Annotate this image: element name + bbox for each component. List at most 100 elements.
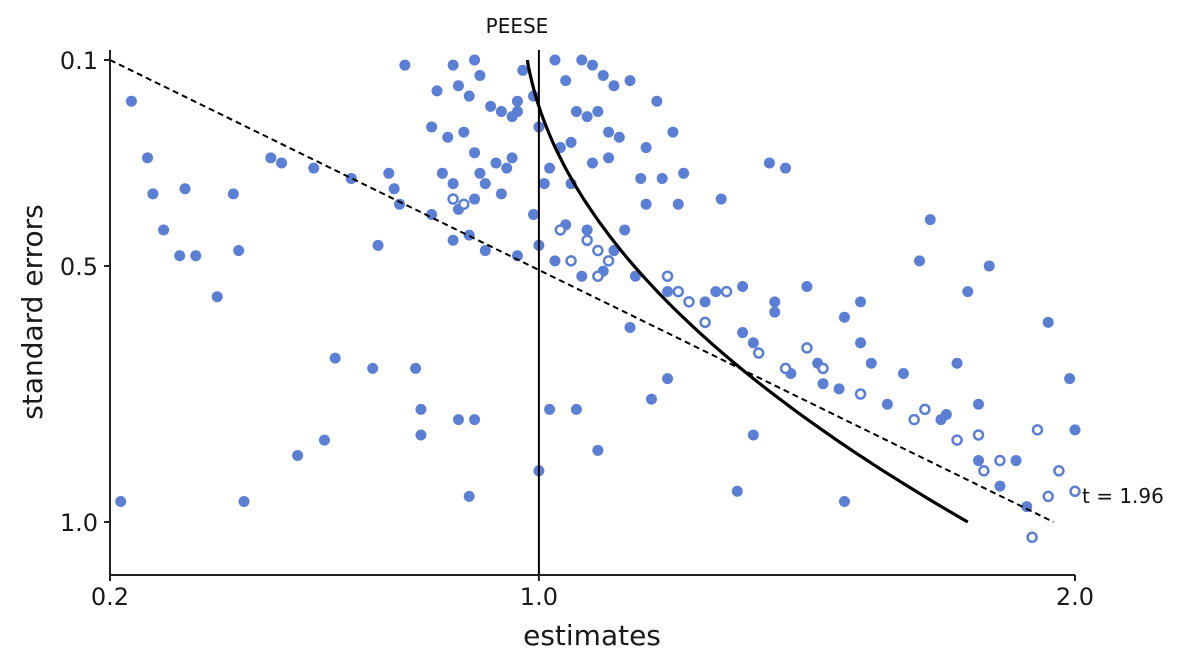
data-point — [613, 131, 625, 143]
data-point — [452, 414, 464, 426]
data-point — [587, 59, 598, 71]
data-point — [447, 234, 459, 246]
data-point — [544, 403, 556, 415]
data-point — [388, 183, 400, 195]
data-point — [924, 214, 936, 226]
hollow-point — [908, 413, 920, 426]
data-point — [490, 157, 502, 169]
hollow-point — [854, 388, 867, 400]
hollow-point — [801, 342, 813, 354]
peese-label: PEESE — [486, 14, 549, 38]
data-point — [629, 270, 641, 282]
data-point — [645, 393, 657, 405]
data-point — [587, 157, 598, 169]
data-point — [410, 362, 422, 374]
data-point — [801, 280, 813, 292]
data-point — [592, 106, 604, 117]
data-point — [463, 90, 475, 102]
data-point — [769, 296, 781, 308]
data-points — [115, 54, 1081, 544]
data-point — [710, 286, 722, 298]
data-point — [506, 152, 518, 164]
axes: 0.2 1.0 2.0 0.1 0.5 1.0 — [60, 47, 1094, 611]
data-point — [372, 239, 384, 251]
threshold-line — [109, 59, 1054, 523]
data-point — [415, 403, 427, 415]
x-tick-label: 0.2 — [91, 583, 129, 611]
data-point — [367, 362, 379, 374]
data-point — [731, 485, 743, 497]
data-point — [142, 152, 154, 164]
data-point — [158, 224, 170, 236]
data-point — [833, 383, 845, 395]
data-point — [640, 142, 652, 154]
data-point — [463, 490, 475, 502]
data-point — [292, 449, 304, 461]
hollow-point — [699, 316, 711, 329]
data-point — [973, 455, 984, 467]
hollow-point — [752, 347, 765, 359]
data-point — [973, 398, 984, 410]
data-point — [897, 368, 909, 380]
data-point — [656, 172, 668, 184]
hollow-point — [661, 270, 674, 282]
x-tick-label: 2.0 — [1056, 583, 1094, 611]
hollow-point — [994, 454, 1006, 467]
hollow-point — [1042, 490, 1054, 503]
data-point — [211, 291, 223, 303]
data-point — [763, 157, 775, 169]
data-point — [951, 357, 963, 369]
data-point — [265, 152, 277, 164]
data-point — [619, 224, 631, 236]
y-tick-label: 0.5 — [60, 253, 98, 281]
y-tick-label: 0.1 — [60, 47, 98, 75]
data-point — [570, 106, 582, 117]
hollow-point — [554, 224, 567, 236]
data-point — [506, 111, 518, 123]
data-point — [147, 188, 159, 200]
hollow-point — [951, 434, 963, 446]
data-point — [983, 260, 995, 272]
data-point — [329, 352, 341, 364]
x-axis-label: estimates — [523, 619, 661, 652]
data-point — [565, 136, 577, 148]
data-point — [603, 126, 615, 138]
x-tick-label: 1.0 — [520, 583, 558, 611]
data-point — [570, 403, 582, 415]
hollow-point — [447, 193, 459, 205]
hollow-point — [919, 403, 931, 416]
data-point — [581, 224, 593, 236]
hollow-point — [1026, 531, 1038, 544]
hollow-point — [978, 465, 990, 477]
data-point — [608, 80, 620, 92]
data-point — [469, 193, 481, 205]
data-point — [817, 378, 829, 390]
hollow-point — [683, 296, 695, 308]
data-point — [662, 286, 674, 298]
data-point — [576, 54, 588, 66]
data-point — [747, 429, 759, 441]
data-point — [345, 172, 357, 184]
data-point — [479, 245, 491, 257]
hollow-point — [817, 362, 829, 375]
hollow-point — [592, 244, 604, 257]
data-point — [469, 414, 481, 426]
data-point — [1064, 373, 1076, 385]
data-point — [635, 172, 647, 184]
data-point — [190, 250, 202, 262]
data-point — [544, 162, 556, 174]
data-point — [962, 286, 974, 298]
data-point — [399, 59, 411, 71]
data-point — [276, 157, 288, 169]
data-point — [667, 126, 679, 138]
peese-curve — [525, 59, 969, 524]
data-point — [715, 193, 727, 205]
data-point — [233, 245, 245, 257]
data-point — [838, 311, 850, 323]
data-point — [592, 444, 604, 456]
data-point — [415, 429, 427, 441]
hollow-point — [1031, 424, 1044, 436]
data-point — [394, 198, 405, 210]
data-point — [495, 188, 507, 200]
